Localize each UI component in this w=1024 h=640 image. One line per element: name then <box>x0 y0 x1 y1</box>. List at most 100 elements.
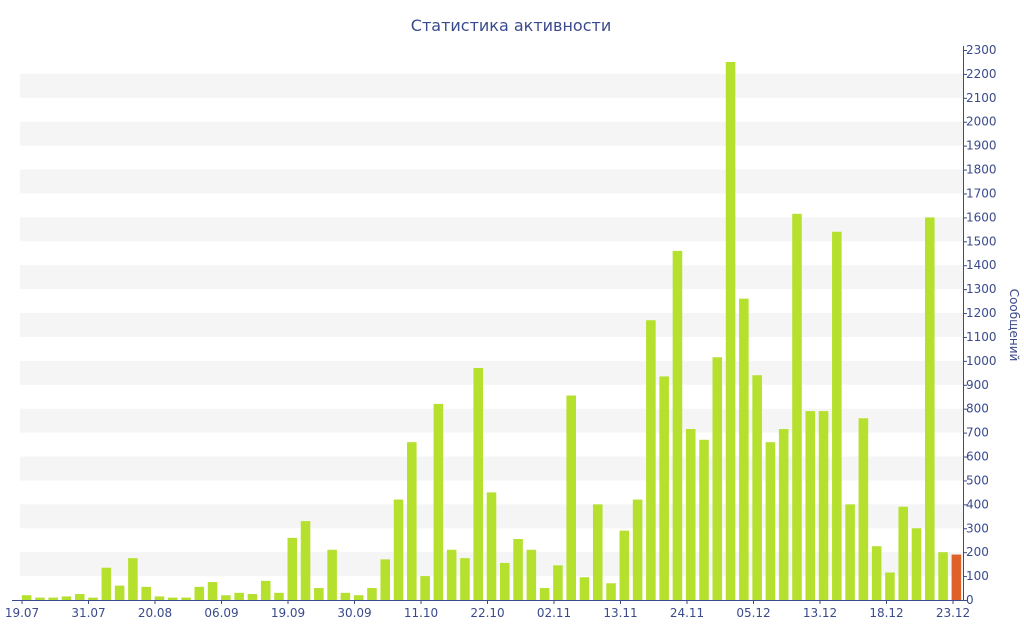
bar[interactable] <box>712 357 723 600</box>
bar[interactable] <box>739 298 749 600</box>
bar[interactable] <box>101 567 112 600</box>
bar[interactable] <box>778 429 789 600</box>
bar[interactable] <box>592 504 603 600</box>
grid-band <box>20 73 963 98</box>
chart-title: Статистика активности <box>411 16 611 35</box>
bar[interactable] <box>938 552 948 600</box>
x-tick-label: 30.09 <box>337 606 371 620</box>
bar[interactable] <box>35 597 45 600</box>
bar[interactable] <box>486 492 497 600</box>
bar[interactable] <box>925 217 935 600</box>
y-tick-label: 1800 <box>966 163 997 177</box>
bar[interactable] <box>21 595 32 600</box>
y-tick-label: 100 <box>966 569 989 583</box>
y-tick-label: 1500 <box>966 234 997 248</box>
y-tick-label: 2300 <box>966 43 997 57</box>
bar[interactable] <box>154 596 165 600</box>
y-tick-label: 1900 <box>966 139 997 153</box>
bar[interactable] <box>579 577 590 600</box>
bar[interactable] <box>61 596 72 600</box>
bar[interactable] <box>314 588 324 600</box>
bar[interactable] <box>646 320 656 600</box>
bar[interactable] <box>845 504 855 600</box>
bar[interactable] <box>858 418 869 600</box>
bar[interactable] <box>500 562 510 600</box>
bar[interactable] <box>898 506 909 600</box>
bar[interactable] <box>167 597 178 600</box>
bar[interactable] <box>48 597 58 600</box>
bar[interactable] <box>513 539 523 600</box>
bar[interactable] <box>805 411 816 600</box>
y-axis-label: Сообщений <box>1007 289 1021 362</box>
bar[interactable] <box>88 597 98 600</box>
y-tick-label: 0 <box>966 593 974 607</box>
bar[interactable] <box>553 565 563 600</box>
bar[interactable] <box>885 572 895 601</box>
x-axis-ticks: 19.07 31.07 20.08 06.09 19.09 30.09 11.10 22.10… <box>5 600 970 620</box>
bar[interactable] <box>685 429 696 600</box>
bars-group <box>21 61 962 601</box>
bar[interactable] <box>247 594 258 600</box>
y-tick-label: 200 <box>966 545 989 559</box>
bar[interactable] <box>725 61 736 600</box>
bar[interactable] <box>260 580 271 600</box>
bar[interactable] <box>752 375 762 600</box>
bar[interactable] <box>473 368 483 600</box>
y-tick-label: 1100 <box>966 330 997 344</box>
bar[interactable] <box>234 592 244 600</box>
bar[interactable] <box>526 549 537 600</box>
x-tick-label: 19.07 <box>5 606 39 620</box>
bar[interactable] <box>606 583 616 600</box>
bar[interactable] <box>300 521 311 600</box>
bar[interactable] <box>911 528 922 600</box>
bar[interactable] <box>420 576 430 600</box>
bar[interactable] <box>699 439 709 600</box>
bar[interactable] <box>566 395 576 600</box>
x-tick-label: 06.09 <box>204 606 238 620</box>
bar[interactable] <box>871 546 882 600</box>
bar[interactable] <box>274 592 284 600</box>
bar[interactable] <box>659 376 669 600</box>
bar[interactable] <box>460 558 470 600</box>
bar[interactable] <box>207 582 218 600</box>
bar[interactable] <box>818 411 829 600</box>
y-axis-ticks: 0 100 200 300 400 500 600 700 800 900 1000 1100 1200… <box>963 43 997 607</box>
y-tick-label: 1300 <box>966 282 997 296</box>
bar[interactable] <box>672 250 683 600</box>
bar[interactable] <box>194 586 205 600</box>
bar[interactable] <box>539 588 550 600</box>
bar[interactable] <box>619 530 630 600</box>
bar[interactable] <box>287 537 298 600</box>
bar[interactable] <box>393 499 404 600</box>
bar[interactable] <box>114 585 125 600</box>
bar[interactable] <box>765 442 776 600</box>
y-tick-label: 700 <box>966 426 989 440</box>
x-tick-label: 18.12 <box>869 606 903 620</box>
bar[interactable] <box>433 403 444 600</box>
y-tick-label: 600 <box>966 450 989 464</box>
bar[interactable] <box>353 595 364 600</box>
bar[interactable] <box>446 549 457 600</box>
bar[interactable] <box>632 499 643 600</box>
bar[interactable] <box>407 442 417 600</box>
bar[interactable] <box>367 588 377 600</box>
y-tick-label: 900 <box>966 378 989 392</box>
grid-band <box>20 217 963 242</box>
bar-current[interactable] <box>951 554 962 600</box>
bar[interactable] <box>221 595 231 600</box>
bar[interactable] <box>340 592 351 600</box>
x-tick-label: 22.10 <box>470 606 504 620</box>
grid-band <box>20 313 963 337</box>
bar[interactable] <box>327 549 337 600</box>
bar[interactable] <box>74 594 85 600</box>
bar[interactable] <box>792 213 802 601</box>
bar[interactable] <box>181 597 191 600</box>
x-tick-label: 11.10 <box>404 606 438 620</box>
bar[interactable] <box>380 559 391 600</box>
bar[interactable] <box>128 558 138 600</box>
bar[interactable] <box>832 231 842 601</box>
y-tick-label: 1200 <box>966 306 997 320</box>
y-tick-label: 2100 <box>966 91 997 105</box>
bar[interactable] <box>141 586 151 600</box>
grid-band <box>20 265 963 290</box>
